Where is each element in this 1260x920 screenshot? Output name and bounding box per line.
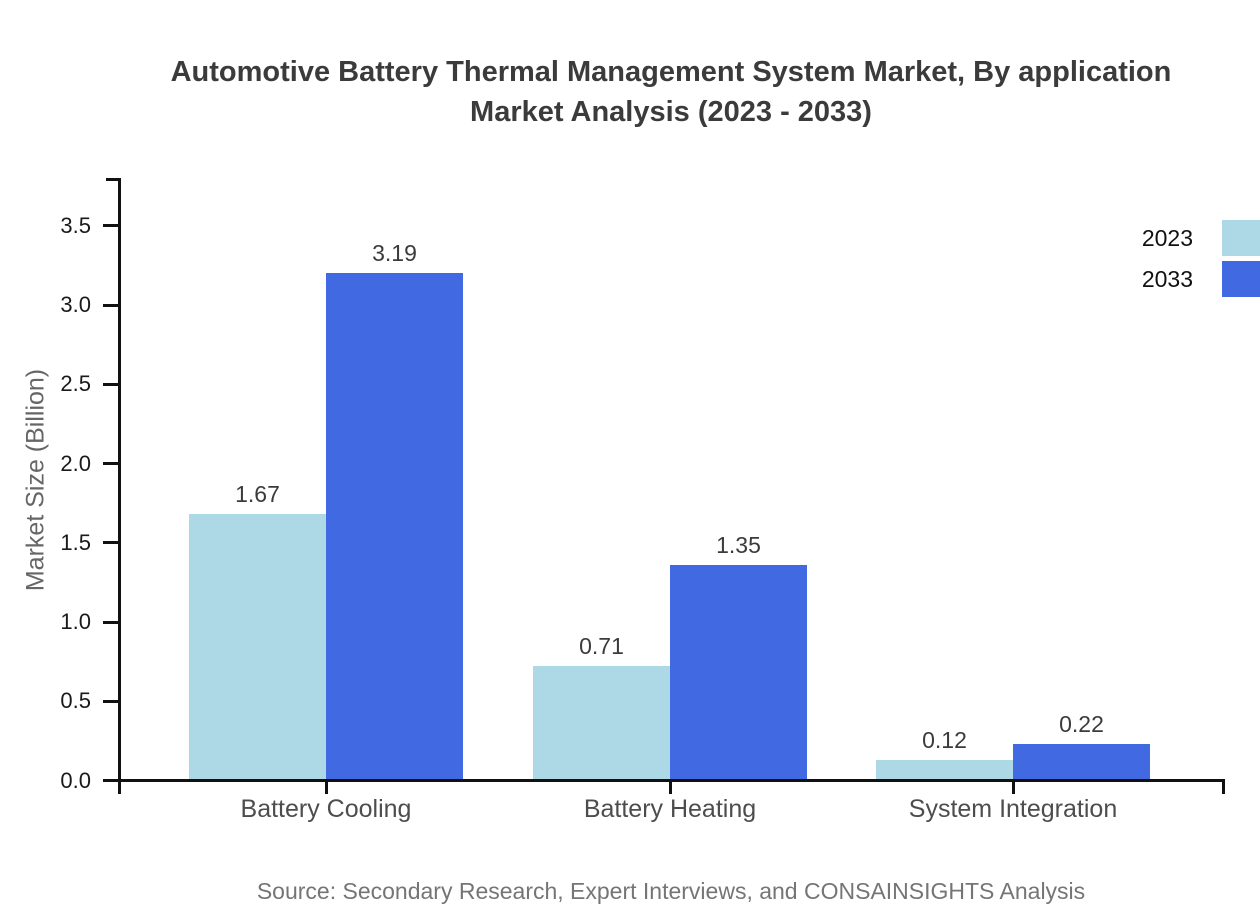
legend-item-label-2023: 2023 (1141, 225, 1193, 251)
x-category-label: System Integration (908, 795, 1118, 823)
y-tick (103, 779, 118, 782)
y-tick-label: 3.5 (60, 212, 91, 238)
y-tick-label: 2.5 (60, 371, 91, 397)
y-tick-label: 1.5 (60, 529, 91, 555)
source-note: Source: Secondary Research, Expert Inter… (256, 878, 1086, 904)
legend-swatch-2023 (1222, 220, 1260, 256)
legend-item-label-2033: 2033 (1141, 266, 1193, 292)
y-axis-line (118, 178, 121, 794)
bar-2033-battery-heating (670, 565, 807, 779)
bar-value-label: 0.22 (1059, 711, 1104, 737)
y-tick-label: 0.5 (60, 688, 91, 714)
y-tick-label: 1.0 (60, 609, 91, 634)
bar-value-label: 1.35 (716, 532, 761, 558)
x-tick (324, 782, 328, 794)
bar-2033-system-integration (1013, 744, 1150, 779)
y-tick-label: 2.0 (60, 450, 91, 476)
y-tick (103, 462, 118, 465)
bar-2023-battery-cooling (189, 514, 326, 779)
y-axis-title: Market Size (Billion) (21, 368, 50, 592)
y-tick (103, 541, 118, 545)
y-tick (103, 620, 118, 624)
y-axis-end-tick (106, 178, 118, 181)
y-tick (103, 699, 118, 703)
y-tick-label: 0.0 (60, 767, 91, 793)
bar-value-label: 0.71 (579, 633, 624, 659)
y-tick (103, 303, 118, 307)
bar-value-label: 1.67 (235, 481, 280, 507)
y-tick (103, 382, 118, 386)
y-tick-label: 3.0 (60, 292, 91, 317)
x-axis-end-tick (1222, 779, 1225, 794)
legend-swatch-2033 (1222, 261, 1260, 297)
bar-2033-battery-cooling (326, 273, 463, 779)
chart-title-line1: Automotive Battery Thermal Management Sy… (170, 56, 1172, 88)
bar-value-label: 3.19 (372, 240, 417, 266)
bar-2023-battery-heating (533, 666, 670, 779)
chart-title-line2: Market Analysis (2023 - 2033) (470, 96, 872, 128)
bar-2023-system-integration (876, 760, 1013, 779)
chart-title: Automotive Battery Thermal Management Sy… (120, 52, 1222, 132)
x-category-label: Battery Heating (583, 795, 757, 823)
x-axis-line (118, 779, 1225, 782)
x-category-label: Battery Cooling (240, 795, 412, 823)
x-tick (1011, 782, 1015, 794)
y-tick (103, 224, 118, 228)
x-tick (668, 782, 672, 794)
bar-value-label: 0.12 (922, 727, 967, 753)
